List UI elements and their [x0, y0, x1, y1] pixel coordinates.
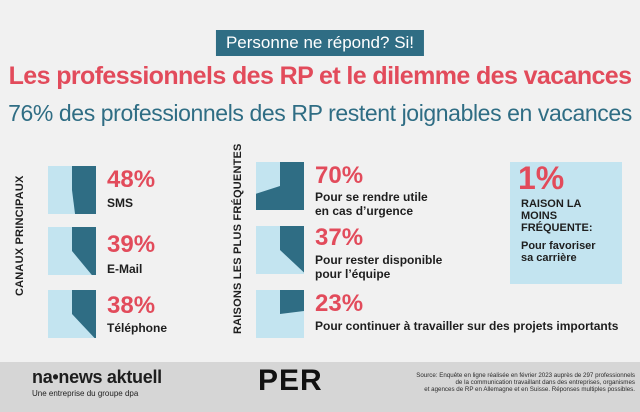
pie-wedge — [280, 226, 304, 273]
channel-sms-pct: 48% — [107, 166, 156, 193]
pie-icon-email — [48, 227, 96, 275]
least-sub-line2: sa carrière — [521, 252, 577, 264]
pie-icon-phone — [48, 290, 96, 338]
pie-icon-urgence — [256, 162, 304, 210]
reason-urgence-label: Pour se rendre utile en cas d’urgence — [315, 190, 428, 218]
channel-phone-label: Téléphone — [107, 321, 168, 335]
least-label-line3: FRÉQUENTE: — [521, 222, 593, 234]
pie-wedge — [280, 290, 304, 314]
channels-heading: CANAUX PRINCIPAUX — [14, 175, 26, 296]
source-line1: Source: Enquête en ligne réalisée en fév… — [416, 372, 635, 379]
channel-email-label: E-Mail — [107, 262, 143, 276]
news-aktuell-logo: na•news aktuell — [32, 367, 162, 387]
reason-projets-label: Pour continuer à travailler sur des proj… — [315, 319, 619, 333]
reasons-heading: RAISONS LES PLUS FRÉQUENTES — [232, 143, 244, 334]
per-logo: PER — [258, 364, 323, 397]
source-note: Source: Enquête en ligne réalisée en fév… — [395, 372, 635, 394]
least-frequent-box — [510, 162, 622, 284]
pie-wedge — [72, 290, 96, 338]
pie-icon-equipe — [256, 226, 304, 274]
source-line2: de la communication travaillant dans des… — [455, 379, 635, 387]
pie-icon-projets — [256, 290, 304, 338]
reason-urgence-line1: Pour se rendre utile — [315, 190, 428, 204]
reason-urgence-pct: 70% — [315, 162, 364, 189]
reason-equipe-line2: pour l’équipe — [315, 267, 391, 281]
page-subtitle: 76% des professionnels des RP restent jo… — [8, 100, 632, 126]
least-label-line2: MOINS — [521, 210, 558, 222]
footer — [0, 362, 640, 412]
reason-urgence-line2: en cas d’urgence — [315, 204, 414, 218]
source-line3: et agences de RP en Allemagne et en Suis… — [424, 386, 635, 394]
least-frequent-pct: 1% — [518, 160, 565, 196]
reason-equipe-label: Pour rester disponible pour l’équipe — [315, 253, 442, 281]
reason-equipe-pct: 37% — [315, 224, 364, 251]
pie-icon-sms — [48, 166, 96, 214]
logo-subtitle: Une entreprise du groupe dpa — [32, 389, 139, 398]
least-frequent-label: RAISON LA MOINS FRÉQUENTE: — [521, 198, 617, 234]
reason-equipe-line1: Pour rester disponible — [315, 253, 443, 267]
least-frequent-reason: Pour favoriser sa carrière — [521, 240, 617, 264]
channel-sms-label: SMS — [107, 196, 134, 210]
channel-phone-pct: 38% — [107, 292, 156, 319]
pie-wedge — [256, 162, 304, 210]
pie-wedge — [72, 227, 96, 275]
channel-email-pct: 39% — [107, 231, 156, 258]
header-tag: Personne ne répond? Si! — [215, 30, 425, 56]
reason-projets-pct: 23% — [315, 290, 364, 317]
least-label-line1: RAISON LA — [521, 198, 582, 210]
page-title: Les professionnels des RP et le dilemme … — [8, 62, 632, 90]
least-sub-line1: Pour favoriser — [521, 240, 596, 252]
pie-wedge — [72, 166, 96, 214]
